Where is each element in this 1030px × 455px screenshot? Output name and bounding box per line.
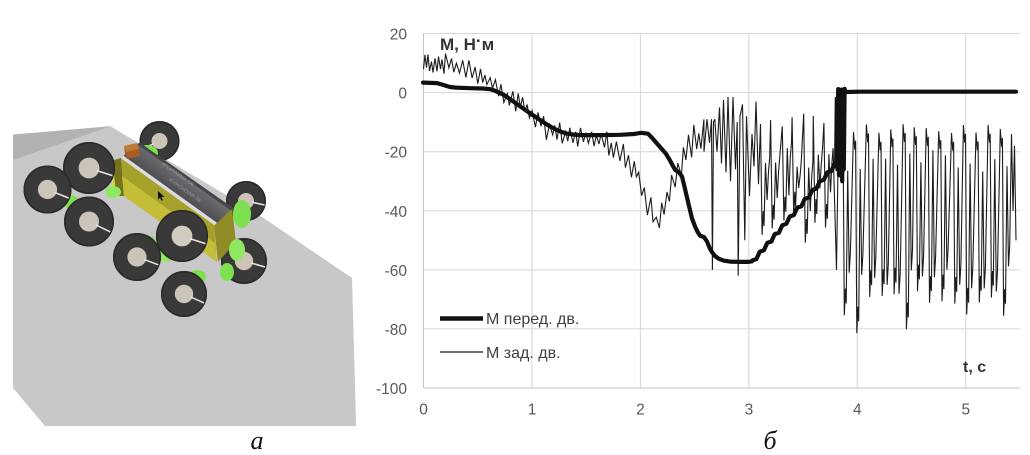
svg-text:0: 0 xyxy=(419,402,428,419)
svg-text:-80: -80 xyxy=(385,322,408,339)
svg-text:а: а xyxy=(251,426,264,455)
svg-text:1: 1 xyxy=(528,402,537,419)
svg-text:М зад. дв.: М зад. дв. xyxy=(486,345,561,362)
svg-text:б: б xyxy=(763,426,777,455)
svg-text:20: 20 xyxy=(390,27,408,44)
svg-text:5: 5 xyxy=(961,402,970,419)
svg-text:-100: -100 xyxy=(376,381,407,398)
svg-text:-60: -60 xyxy=(385,263,408,280)
svg-text:4: 4 xyxy=(853,402,862,419)
svg-text:М, Н·м: М, Н·м xyxy=(440,32,494,55)
svg-text:0: 0 xyxy=(398,86,407,103)
svg-text:-40: -40 xyxy=(385,204,408,221)
svg-text:-20: -20 xyxy=(385,145,408,162)
svg-text:2: 2 xyxy=(636,402,645,419)
svg-text:М перед. дв.: М перед. дв. xyxy=(486,311,579,328)
svg-text:3: 3 xyxy=(745,402,754,419)
svg-text:t, c: t, c xyxy=(963,359,986,376)
